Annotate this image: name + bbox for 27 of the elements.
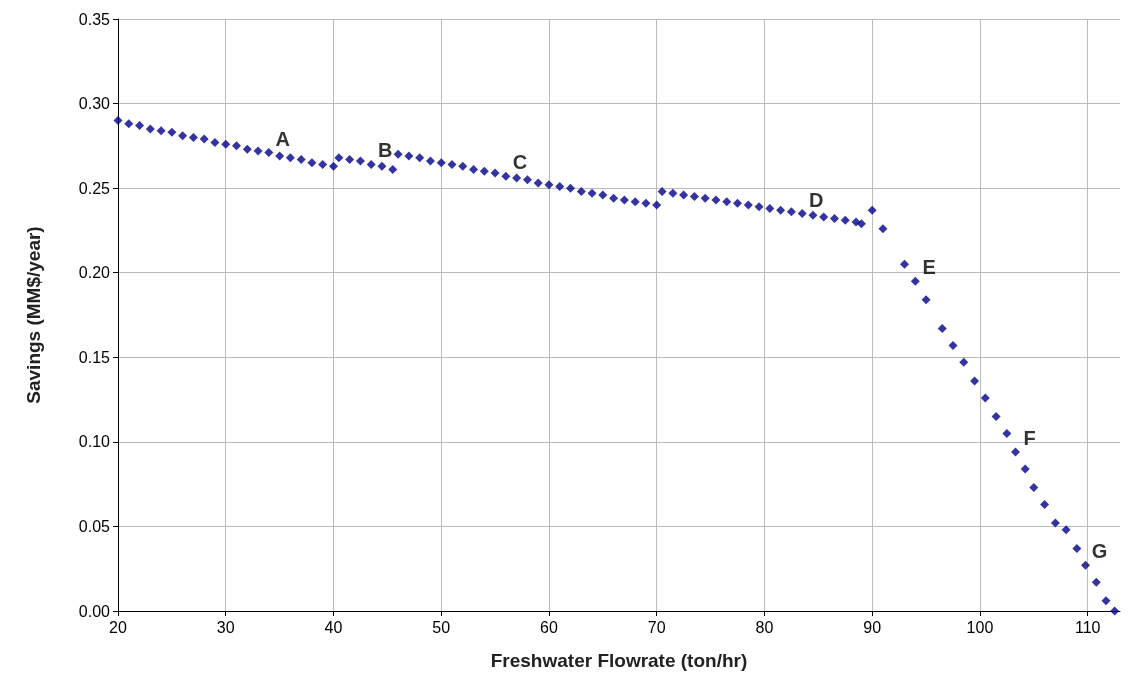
annotation: G (1091, 540, 1108, 563)
x-tick-label: 90 (863, 618, 882, 636)
annotation: F (1023, 427, 1036, 450)
y-tick-label: 0.00 (78, 602, 111, 620)
x-tick-label: 60 (540, 618, 558, 636)
y-tick-label: 0.10 (78, 433, 111, 451)
x-tick-label: 30 (216, 618, 235, 636)
annotation: D (808, 188, 824, 211)
annotation: E (922, 256, 936, 279)
x-axis-title: Freshwater Flowrate (ton/hr) (490, 650, 748, 671)
annotation: B (377, 139, 393, 162)
y-tick-label: 0.25 (78, 179, 111, 197)
annotation: C (512, 151, 528, 174)
x-tick-label: 110 (1074, 618, 1101, 636)
y-tick-label: 0.20 (78, 264, 111, 282)
y-tick-label: 0.15 (78, 348, 111, 366)
y-tick-label: 0.05 (78, 517, 111, 535)
annotation: A (275, 127, 291, 150)
x-tick-label: 20 (109, 618, 127, 636)
x-tick-label: 50 (432, 618, 451, 636)
x-tick-label: 40 (324, 618, 343, 636)
y-tick-label: 0.35 (78, 10, 111, 28)
y-tick-label: 0.30 (78, 95, 111, 113)
x-tick-label: 100 (966, 618, 994, 636)
y-axis-title: Savings (MM$/year) (23, 226, 44, 404)
x-tick-label: 80 (755, 618, 774, 636)
x-tick-label: 70 (647, 618, 666, 636)
